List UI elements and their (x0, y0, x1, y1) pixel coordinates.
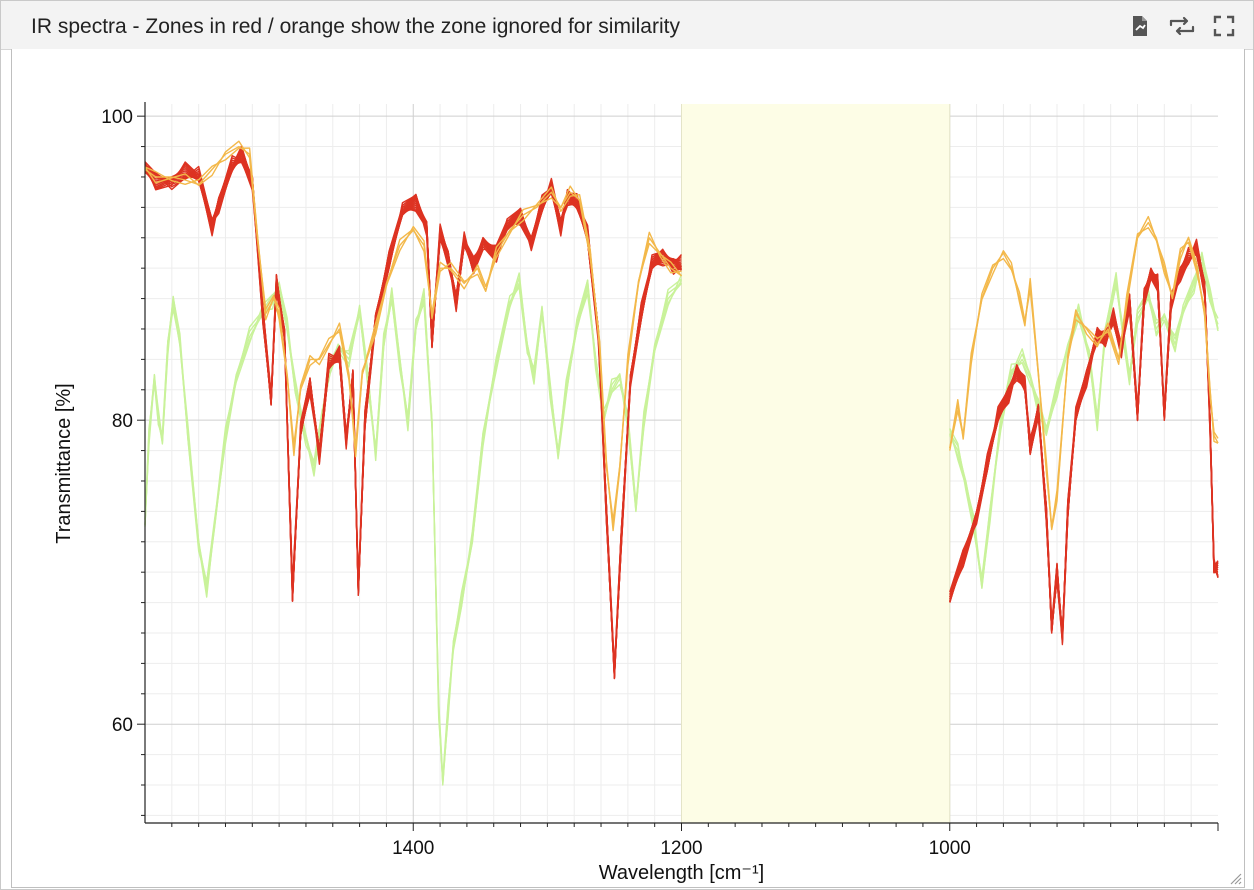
export-icon[interactable] (1127, 13, 1153, 39)
series-line (949, 215, 1219, 531)
series-group (144, 251, 1219, 786)
series-line (144, 147, 682, 522)
fullscreen-icon[interactable] (1211, 13, 1237, 39)
x-tick-label: 1200 (660, 838, 702, 859)
x-tick-label: 1000 (929, 838, 971, 859)
series-group (144, 140, 1219, 532)
y-tick-label: 80 (112, 411, 133, 432)
x-axis-label: Wavelength [cm⁻¹] (599, 862, 764, 884)
y-axis-label: Transmittance [%] (53, 383, 75, 543)
x-tick-label: 1400 (392, 838, 434, 859)
series-line (949, 245, 1219, 638)
y-tick-label: 100 (101, 107, 133, 128)
ir-spectra-chart[interactable]: 100 80 60 1400 1200 1000 Wavelength [cm⁻¹] Tran… (12, 49, 1244, 887)
series-line (949, 262, 1219, 579)
ignored-zone-band (681, 104, 950, 823)
swap-icon[interactable] (1167, 13, 1197, 39)
plot-frame: 100 80 60 1400 1200 1000 Wavelength [cm⁻¹] Tran… (11, 49, 1245, 888)
series-line (144, 272, 683, 779)
y-tick-label: 60 (112, 715, 133, 736)
series-line (949, 247, 1219, 636)
resize-handle-icon[interactable] (1228, 871, 1242, 885)
series-line (949, 238, 1219, 646)
panel-header: IR spectra - Zones in red / orange show … (1, 1, 1253, 50)
panel-title: IR spectra - Zones in red / orange show … (31, 15, 680, 38)
